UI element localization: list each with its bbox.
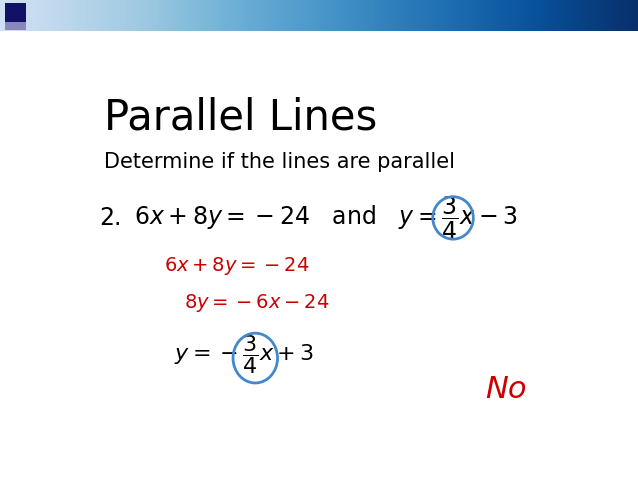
Text: $6x + 8y = -24$: $6x + 8y = -24$: [164, 255, 309, 277]
Text: 2.: 2.: [100, 206, 122, 230]
Text: $y=-\dfrac{3}{4}x+3$: $y=-\dfrac{3}{4}x+3$: [174, 333, 314, 376]
Text: Determine if the lines are parallel: Determine if the lines are parallel: [105, 151, 456, 171]
Text: No: No: [485, 375, 527, 404]
Text: $8y = -6x - 24$: $8y = -6x - 24$: [184, 292, 329, 314]
Text: Parallel Lines: Parallel Lines: [105, 96, 378, 138]
Text: $6x+8y=-24$   and   $y=\dfrac{3}{4}x-3$: $6x+8y=-24$ and $y=\dfrac{3}{4}x-3$: [134, 194, 518, 241]
